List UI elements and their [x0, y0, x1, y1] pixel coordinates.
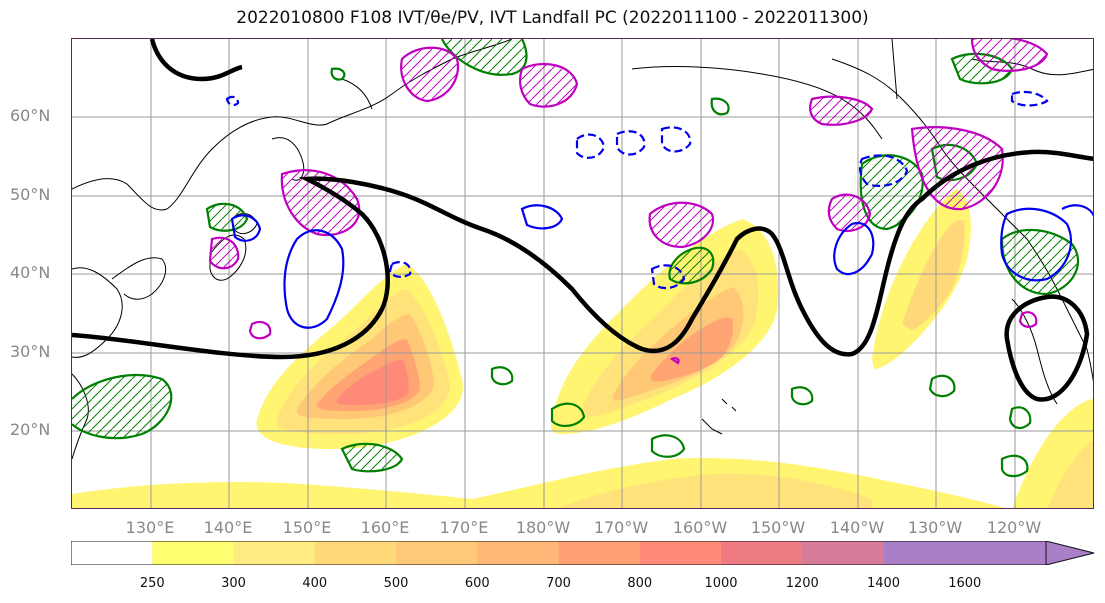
colorbar-segment — [477, 541, 559, 565]
pv-contours-blue-dashed — [225, 90, 1049, 290]
colorbar-tick-label: 250 — [139, 576, 165, 591]
lat-label-40: 40°N — [10, 263, 51, 282]
colorbar-tick-label: 300 — [221, 576, 246, 591]
colorbar-tick-label: 500 — [383, 576, 409, 591]
coastlines — [72, 39, 1093, 460]
lon-label-130e: 130°E — [125, 518, 175, 537]
lat-label-20: 20°N — [10, 420, 51, 439]
lon-label-170w: 170°W — [593, 518, 649, 537]
lat-label-50: 50°N — [10, 185, 51, 204]
thick-contour — [72, 39, 1093, 402]
colorbar-segment — [314, 541, 397, 565]
figure-title: 2022010800 F108 IVT/θe/PV, IVT Landfall … — [236, 8, 869, 28]
graticule — [72, 39, 1093, 508]
colorbar-tick-label: 700 — [546, 576, 571, 591]
ivt-shading — [72, 189, 1093, 508]
colorbar-segment — [152, 541, 234, 565]
lon-label-170e: 170°E — [439, 518, 489, 537]
lat-label-60: 60°N — [10, 106, 51, 125]
colorbar-tick-label: 1200 — [785, 576, 819, 591]
colorbar-segment — [883, 541, 966, 565]
colorbar-segment — [721, 541, 803, 565]
colorbar-segment — [396, 541, 478, 565]
lat-label-30: 30°N — [10, 342, 51, 361]
colorbar-segment — [802, 541, 884, 565]
colorbar-tick-label: 1000 — [704, 576, 738, 591]
lon-label-140e: 140°E — [203, 518, 253, 537]
colorbar-tick-label: 800 — [627, 576, 653, 591]
colorbar-tick-label: 1400 — [866, 576, 901, 591]
map-panel — [71, 38, 1094, 509]
lon-label-150e: 150°E — [282, 518, 332, 537]
lon-label-120w: 120°W — [986, 518, 1042, 537]
colorbar-segment — [71, 541, 153, 565]
lon-label-140w: 140°W — [829, 518, 885, 537]
map-canvas — [72, 39, 1093, 508]
pv-contours-blue — [230, 204, 1093, 329]
lon-label-150w: 150°W — [750, 518, 806, 537]
colorbar-tick-label: 400 — [302, 576, 328, 591]
lon-label-180w: 180°W — [515, 518, 571, 537]
lon-label-160w: 160°W — [672, 518, 728, 537]
colorbar-segment — [639, 541, 722, 565]
colorbar-segment — [233, 541, 316, 565]
colorbar-segment — [558, 541, 641, 565]
lon-label-160e: 160°E — [360, 518, 410, 537]
colorbar-tick-label: 1600 — [948, 576, 982, 591]
lon-label-130w: 130°W — [907, 518, 963, 537]
colorbar-tick-label: 600 — [464, 576, 490, 591]
colorbar — [71, 541, 1095, 565]
